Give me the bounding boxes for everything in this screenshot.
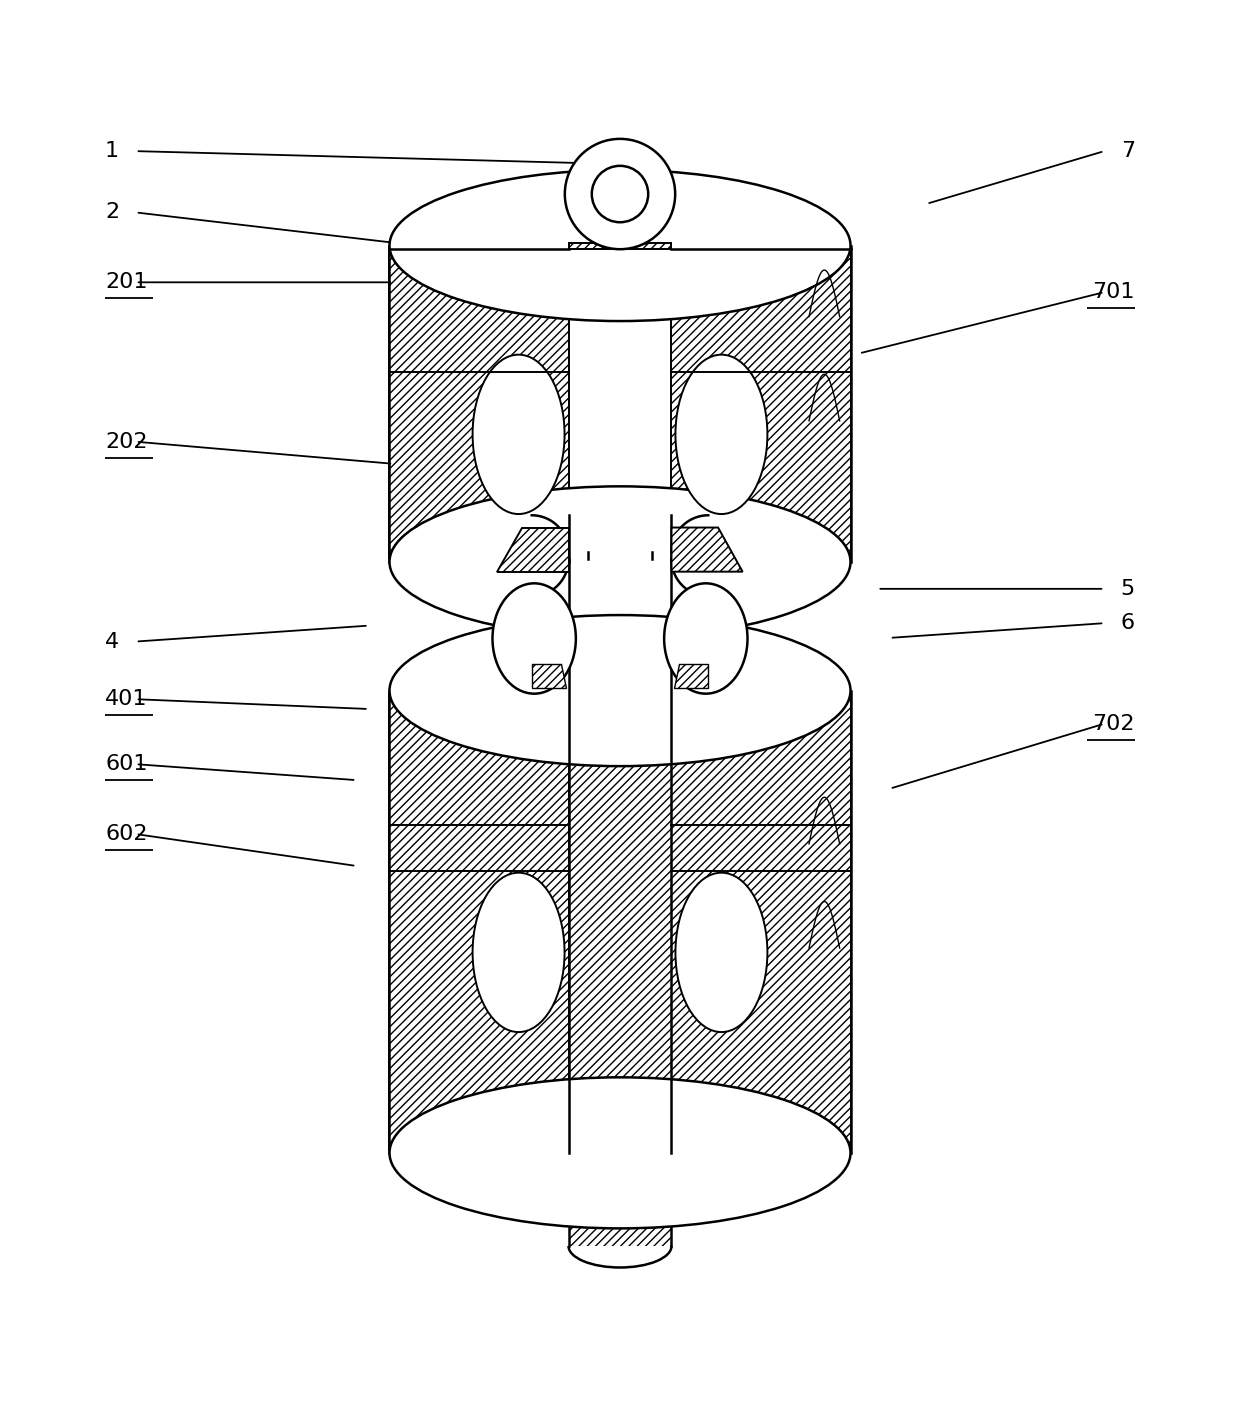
Polygon shape <box>568 560 672 1153</box>
Ellipse shape <box>492 583 575 693</box>
Text: 702: 702 <box>1092 713 1135 733</box>
Polygon shape <box>532 664 565 688</box>
Ellipse shape <box>665 583 748 693</box>
Text: 1: 1 <box>105 142 119 162</box>
Ellipse shape <box>595 234 645 248</box>
Polygon shape <box>672 527 743 571</box>
Ellipse shape <box>676 354 768 515</box>
Polygon shape <box>389 250 568 559</box>
Polygon shape <box>389 695 568 1149</box>
Text: 401: 401 <box>105 689 148 709</box>
Polygon shape <box>675 664 708 688</box>
Text: 6: 6 <box>1121 613 1135 634</box>
Polygon shape <box>497 527 568 571</box>
Ellipse shape <box>472 354 564 515</box>
Ellipse shape <box>389 170 851 320</box>
Polygon shape <box>568 1153 672 1246</box>
Ellipse shape <box>591 166 649 223</box>
Text: 201: 201 <box>105 272 148 292</box>
Ellipse shape <box>565 139 675 250</box>
Ellipse shape <box>472 872 564 1032</box>
Polygon shape <box>672 250 851 559</box>
Polygon shape <box>672 695 851 1149</box>
Text: 601: 601 <box>105 754 148 774</box>
Polygon shape <box>568 242 672 250</box>
Text: 5: 5 <box>1121 579 1135 598</box>
Ellipse shape <box>389 615 851 766</box>
Text: 7: 7 <box>1121 142 1135 162</box>
Ellipse shape <box>389 1078 851 1228</box>
Ellipse shape <box>389 486 851 638</box>
Polygon shape <box>568 515 672 562</box>
Text: 2: 2 <box>105 203 119 223</box>
Text: 202: 202 <box>105 431 148 452</box>
Text: 701: 701 <box>1092 282 1135 302</box>
Text: 4: 4 <box>105 631 119 651</box>
Ellipse shape <box>676 872 768 1032</box>
Text: 602: 602 <box>105 824 148 844</box>
